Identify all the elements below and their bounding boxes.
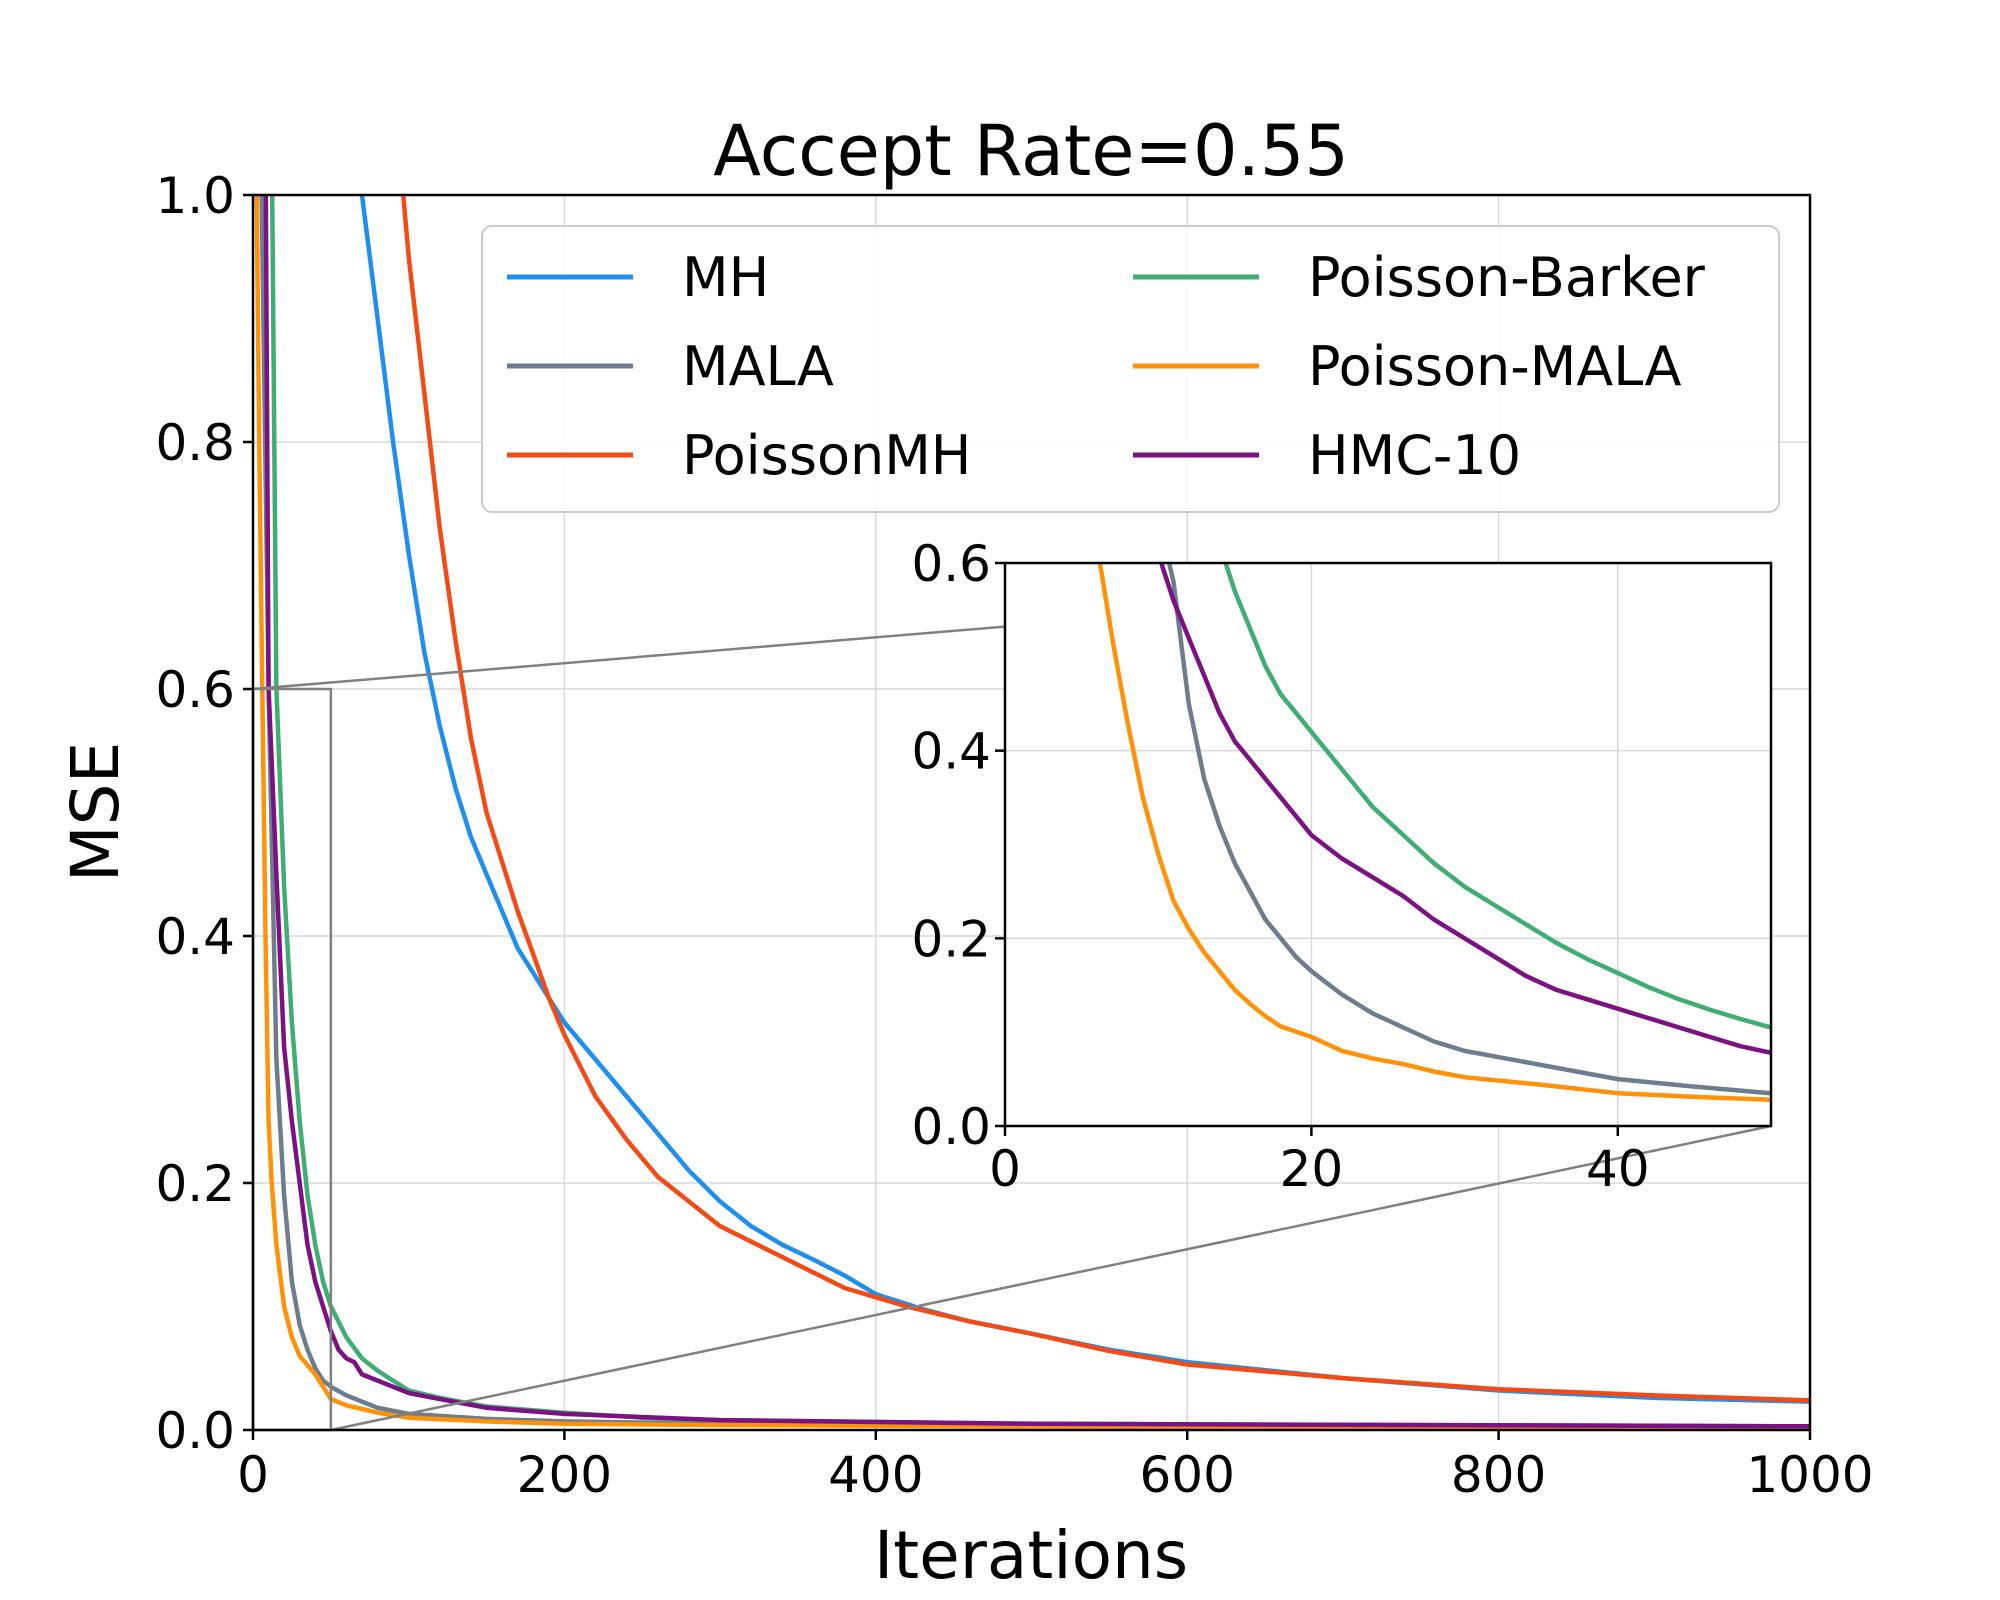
- legend-label-poisson-barker: Poisson-Barker: [1308, 246, 1706, 309]
- y-axis-label: MSE: [57, 742, 134, 883]
- series-line-poissonmh: [400, 195, 1810, 1403]
- legend-label-poisson-mala: Poisson-MALA: [1308, 335, 1682, 398]
- inset-chart: 0 20 40 0.0 0.2 0.4 0.6: [911, 535, 1773, 1198]
- inset-x-tick-label: 20: [1280, 1140, 1344, 1198]
- inset-y-tick-label: 0.4: [911, 723, 991, 781]
- inset-series-line-poisson-mala: [1097, 563, 1771, 1102]
- inset-series-line-poisson-barker: [1223, 563, 1771, 1030]
- main-plot-frame: [251, 193, 1812, 1432]
- x-tick-label: 1000: [1746, 1446, 1873, 1504]
- x-axis-label: Iterations: [874, 1517, 1188, 1594]
- legend: MH MALA PoissonMH Poisson-Barker Poisson-MAL…: [481, 225, 1780, 513]
- inset-axis-ticks: 0 20 40 0.0 0.2 0.4 0.6: [911, 535, 1649, 1198]
- inset-series-line-mala: [1166, 563, 1771, 1096]
- x-tick-label: 200: [517, 1446, 612, 1504]
- x-tick-label: 600: [1139, 1446, 1234, 1504]
- y-tick-label: 0.6: [155, 661, 235, 719]
- y-tick-label: 0.8: [155, 414, 235, 472]
- y-tick-label: 1.0: [155, 167, 235, 225]
- series-line-poisson-mala: [254, 195, 1810, 1430]
- legend-box: [481, 225, 1780, 513]
- inset-x-tick-label: 40: [1586, 1140, 1650, 1198]
- legend-label-poissonmh: PoissonMH: [682, 424, 971, 487]
- legend-label-hmc-10: HMC-10: [1308, 424, 1521, 487]
- inset-x-tick-label: 0: [989, 1140, 1021, 1198]
- inset-series-line-hmc-10: [1158, 563, 1771, 1056]
- y-tick-label: 0.2: [155, 1155, 235, 1213]
- y-tick-label: 0.0: [155, 1402, 235, 1460]
- series-line-hmc-10: [263, 195, 1810, 1429]
- legend-label-mh: MH: [682, 246, 769, 309]
- chart-title: Accept Rate=0.55: [713, 110, 1349, 192]
- inset-series-lines: [1097, 563, 1771, 1102]
- inset-y-tick-label: 0.0: [911, 1098, 991, 1156]
- x-tick-label: 400: [828, 1446, 923, 1504]
- x-tick-label: 800: [1451, 1446, 1546, 1504]
- legend-label-mala: MALA: [682, 335, 834, 398]
- x-tick-label: 0: [237, 1446, 269, 1504]
- inset-background: [1005, 563, 1771, 1126]
- main-series-lines: [254, 195, 1810, 1430]
- inset-y-tick-label: 0.2: [911, 910, 991, 968]
- zoom-connector-bottom: [330, 1124, 1772, 1432]
- inset-plot-frame: [1003, 561, 1773, 1128]
- y-tick-label: 0.4: [155, 908, 235, 966]
- inset-y-tick-label: 0.6: [911, 535, 991, 593]
